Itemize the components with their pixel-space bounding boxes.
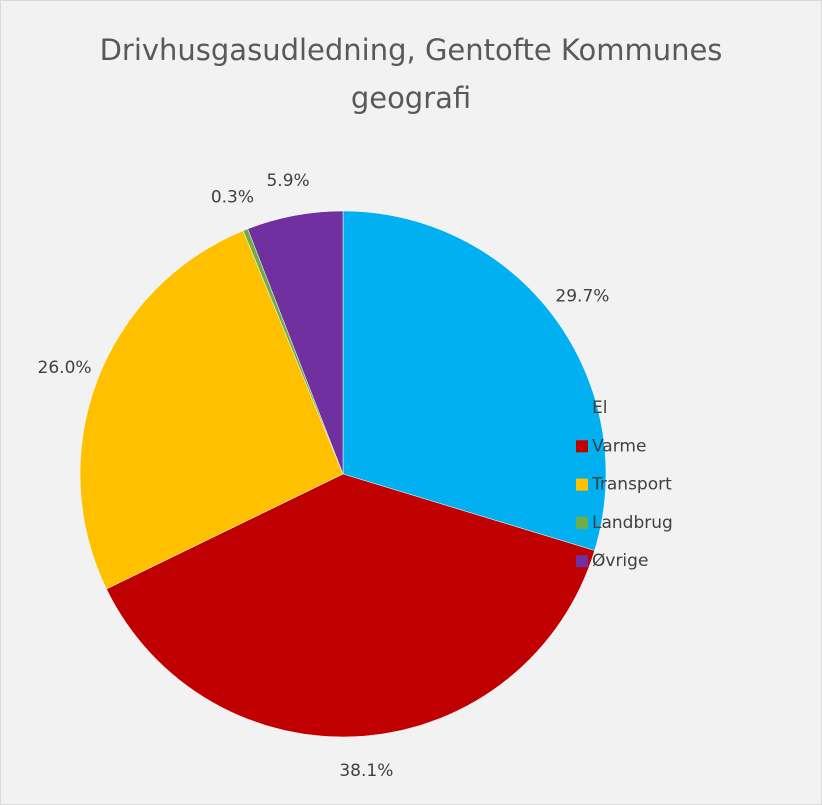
legend-swatch [576, 516, 588, 529]
legend-label: Landbrug [592, 513, 673, 533]
pie-slice [342, 210, 607, 551]
legend-swatch [576, 555, 588, 568]
chart-title: Drivhusgasudledning, Gentofte Kommunes ge… [100, 33, 723, 115]
pie-slice [106, 473, 595, 738]
legend-label: Transport [591, 475, 672, 495]
legend-swatch [576, 440, 588, 453]
data-label: 5.9% [266, 171, 309, 191]
data-label: 29.7% [555, 287, 609, 307]
pie-slice [247, 210, 344, 475]
legend-swatch [576, 478, 588, 491]
data-label: 26.0% [38, 358, 92, 378]
pie-slice [79, 230, 344, 590]
legend-label: El [592, 398, 607, 418]
legend-label: Varme [592, 436, 646, 456]
data-label: 38.1% [339, 761, 393, 781]
legend-label: Øvrige [592, 551, 648, 571]
data-label: 0.3% [211, 187, 254, 207]
legend-swatch [576, 402, 588, 414]
